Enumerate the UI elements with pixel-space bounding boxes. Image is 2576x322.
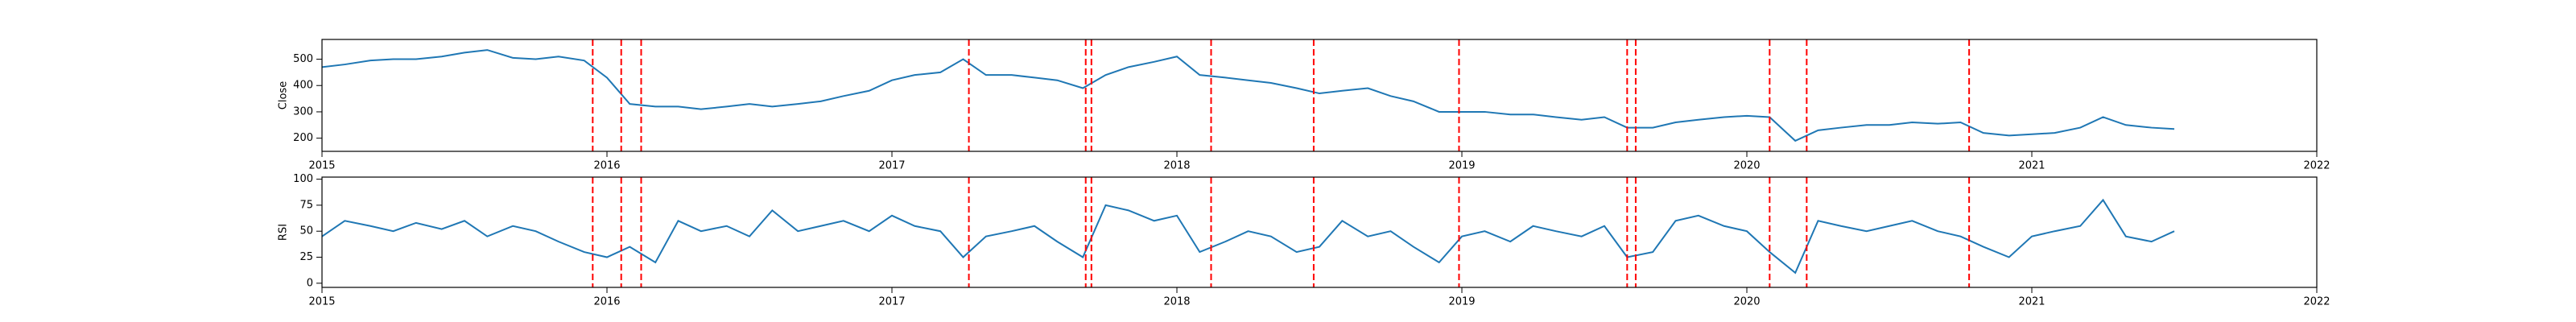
x-tick-label: 2017 bbox=[878, 296, 905, 308]
series-line bbox=[321, 49, 2175, 142]
y-tick-label: 400 bbox=[293, 80, 313, 92]
axes-frame bbox=[321, 176, 2318, 288]
series-line bbox=[321, 198, 2175, 275]
y-tick-label: 200 bbox=[293, 132, 313, 144]
x-tick-label: 2015 bbox=[308, 296, 335, 308]
x-tick-label: 2015 bbox=[308, 160, 335, 172]
x-tick-label: 2021 bbox=[2018, 296, 2045, 308]
x-tick-label: 2016 bbox=[593, 296, 620, 308]
y-tick-label: 100 bbox=[293, 173, 313, 185]
y-tick-label: 300 bbox=[293, 105, 313, 118]
x-tick-label: 2017 bbox=[878, 160, 905, 172]
x-tick-label: 2020 bbox=[1733, 296, 1760, 308]
x-tick-label: 2019 bbox=[1448, 296, 1475, 308]
y-tick-label: 500 bbox=[293, 53, 313, 65]
x-tick-label: 2022 bbox=[2303, 160, 2330, 172]
y-tick-label: 75 bbox=[299, 199, 313, 211]
x-tick-label: 2018 bbox=[1163, 296, 1190, 308]
y-tick-label: 25 bbox=[299, 251, 313, 263]
x-tick-label: 2022 bbox=[2303, 296, 2330, 308]
x-tick-label: 2016 bbox=[593, 160, 620, 172]
x-tick-label: 2018 bbox=[1163, 160, 1190, 172]
y-tick-label: 50 bbox=[299, 225, 313, 237]
y-tick-label: 0 bbox=[307, 277, 313, 289]
y-axis-label: RSI bbox=[278, 224, 290, 241]
x-tick-label: 2019 bbox=[1448, 160, 1475, 172]
y-axis-label: Close bbox=[278, 81, 290, 109]
x-tick-label: 2021 bbox=[2018, 160, 2045, 172]
axes-frame bbox=[321, 39, 2318, 152]
x-tick-label: 2020 bbox=[1733, 160, 1760, 172]
